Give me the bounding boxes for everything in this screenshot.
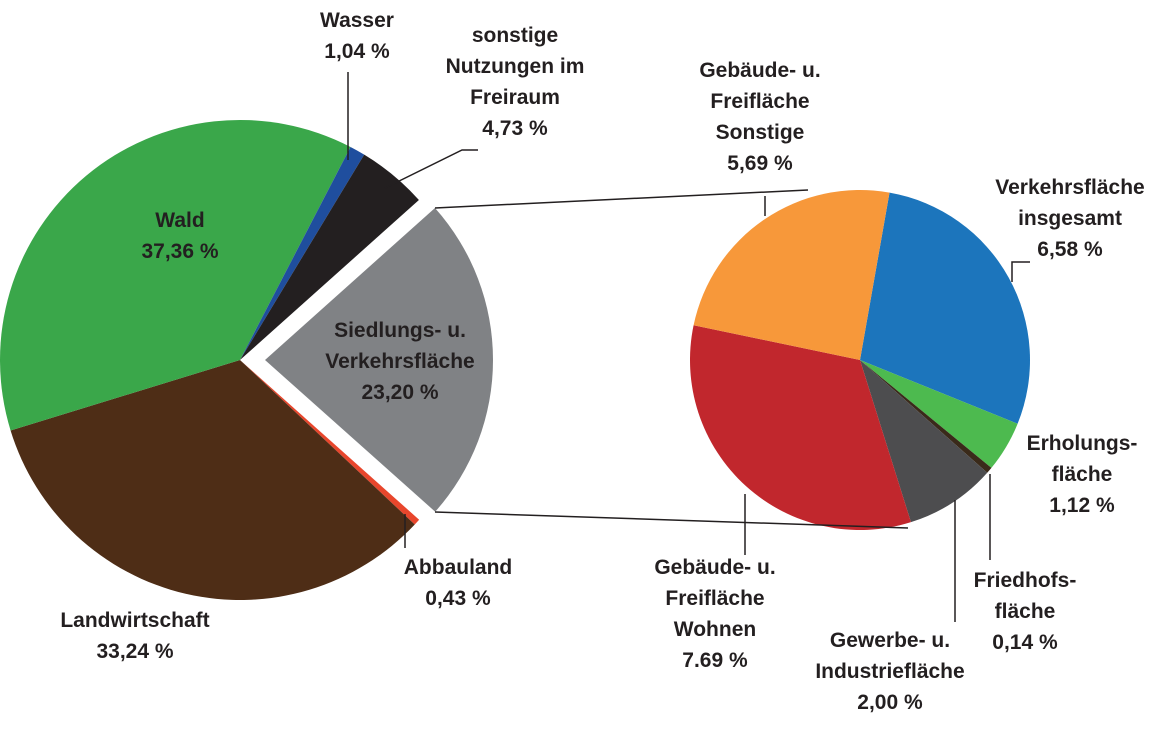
value-label: 1,12 % bbox=[1049, 494, 1115, 517]
slice-label: Wasser 1,04 % bbox=[297, 5, 417, 67]
slice-label: Wald 37,36 % bbox=[105, 205, 255, 267]
value-label: 23,20 % bbox=[361, 381, 439, 404]
slice-name: Verkehrsfläche insgesamt bbox=[995, 176, 1145, 230]
slice-label: Abbauland 0,43 % bbox=[383, 552, 533, 614]
connector-line bbox=[434, 511, 909, 529]
value-label: 5,69 % bbox=[727, 152, 793, 175]
pie-slice bbox=[860, 360, 988, 523]
slice-name: Gewerbe- u. Industriefläche bbox=[815, 629, 965, 683]
slice-name: Abbauland bbox=[403, 556, 513, 579]
pie-slice bbox=[240, 146, 365, 360]
slice-label: Landwirtschaft 33,24 % bbox=[20, 605, 250, 667]
slice-label: Gewerbe- u. Industriefläche 2,00 % bbox=[785, 625, 995, 718]
pie-slice bbox=[860, 360, 1018, 468]
slice-name: Friedhofs-fläche bbox=[973, 569, 1077, 623]
slice-name: Siedlungs- u. Verkehrsfläche bbox=[325, 319, 475, 373]
value-label: 0,14 % bbox=[992, 631, 1058, 654]
value-label: 2,00 % bbox=[857, 691, 923, 714]
pie-slice bbox=[693, 190, 890, 360]
slices bbox=[0, 119, 1030, 601]
slice-label: Friedhofs-fläche 0,14 % bbox=[970, 565, 1080, 658]
slice-label: Verkehrsfläche insgesamt 6,58 % bbox=[975, 172, 1165, 265]
pie-slice bbox=[10, 360, 415, 601]
slice-name: Wasser bbox=[320, 9, 394, 32]
pie-slice bbox=[240, 154, 419, 360]
value-label: 7.69 % bbox=[682, 649, 748, 672]
slice-label: Gebäude- u. Freifläche Sonstige 5,69 % bbox=[685, 55, 835, 179]
pie-slice bbox=[860, 360, 992, 473]
slice-label: Gebäude- u. Freifläche Wohnen 7.69 % bbox=[640, 552, 790, 676]
value-label: 4,73 % bbox=[482, 117, 548, 140]
slice-name: sonstige Nutzungen im Freiraum bbox=[445, 24, 585, 109]
value-label: 0,43 % bbox=[425, 587, 491, 610]
pie-slice bbox=[690, 325, 911, 530]
slice-name: Wald bbox=[155, 209, 205, 232]
slice-label: Erholungs-fläche 1,12 % bbox=[1017, 428, 1147, 521]
value-label: 37,36 % bbox=[141, 240, 219, 263]
slice-name: Landwirtschaft bbox=[60, 609, 210, 632]
value-label: 6,58 % bbox=[1037, 238, 1103, 261]
connector-line bbox=[434, 189, 809, 209]
pie-slice bbox=[0, 119, 351, 431]
slice-name: Erholungs-fläche bbox=[1026, 432, 1138, 486]
leader-line bbox=[384, 149, 478, 189]
slice-label: Siedlungs- u. Verkehrsfläche 23,20 % bbox=[310, 315, 490, 408]
pie-slice bbox=[240, 360, 420, 525]
slice-name: Gebäude- u. Freifläche Sonstige bbox=[699, 59, 821, 144]
value-label: 1,04 % bbox=[324, 40, 390, 63]
value-label: 33,24 % bbox=[96, 640, 174, 663]
pie-slice bbox=[265, 208, 494, 512]
pie-slice bbox=[860, 192, 1030, 424]
leader-line bbox=[1011, 261, 1030, 282]
slice-name: Gebäude- u. Freifläche Wohnen bbox=[654, 556, 776, 641]
slice-label: sonstige Nutzungen im Freiraum 4,73 % bbox=[435, 20, 595, 144]
